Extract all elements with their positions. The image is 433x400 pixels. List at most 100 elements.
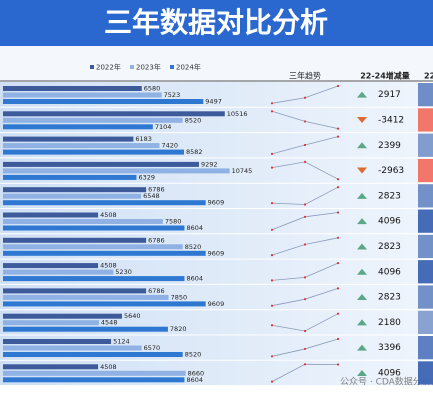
trend-dot — [336, 186, 340, 189]
trend-dot — [270, 324, 274, 327]
change-cell — [418, 108, 433, 132]
bar — [3, 276, 185, 282]
bar-value-label: 7850 — [171, 293, 188, 301]
bar — [3, 370, 186, 376]
change-value: 4096 — [378, 217, 401, 227]
trend-dot — [336, 287, 340, 290]
trend-dot — [336, 262, 340, 265]
up-arrow — [357, 91, 367, 98]
change-value: -3412 — [378, 115, 404, 125]
bar-value-label: 8582 — [186, 148, 203, 156]
trend-dot — [336, 135, 340, 138]
bar-value-label: 8520 — [185, 243, 202, 251]
bar-value-label: 9609 — [208, 300, 225, 308]
trend-dot — [270, 166, 274, 169]
bar-value-label: 10745 — [232, 167, 253, 175]
bar-value-label: 9497 — [205, 98, 222, 106]
title-banner — [0, 0, 433, 46]
bar-value-label: 9609 — [208, 199, 225, 207]
change-value: -2963 — [378, 166, 404, 176]
bar-value-label: 7523 — [164, 91, 181, 99]
legend-label: 2024年 — [176, 63, 201, 72]
trend-dot — [270, 202, 274, 205]
bar — [3, 219, 163, 224]
bar — [3, 269, 114, 275]
bar — [3, 326, 168, 332]
bar-value-label: 8660 — [188, 369, 205, 377]
bar — [3, 313, 122, 319]
trend-dot — [270, 152, 274, 155]
bar-value-label: 6570 — [144, 344, 161, 352]
chart-title: 三年数据对比分析 — [104, 6, 328, 39]
bar — [3, 111, 225, 117]
up-arrow — [357, 142, 367, 149]
bar-value-label: 8604 — [186, 224, 203, 232]
bar — [3, 294, 169, 300]
trend-dot — [336, 84, 340, 88]
bar — [3, 124, 153, 130]
trend-dot — [336, 312, 340, 315]
up-arrow — [357, 268, 367, 275]
up-arrow — [357, 369, 367, 376]
bar — [3, 161, 199, 167]
trend-dot — [303, 298, 307, 301]
bar-value-label: 7104 — [155, 123, 172, 131]
bar-value-label: 4508 — [100, 211, 117, 219]
legend-swatch — [170, 65, 174, 69]
bar — [3, 339, 112, 344]
bar-value-label: 5124 — [113, 338, 130, 346]
trend-dot — [270, 304, 274, 307]
trend-dot — [336, 236, 340, 239]
up-arrow — [357, 294, 367, 301]
change-cell — [418, 209, 433, 233]
bar — [3, 149, 185, 155]
change-cell — [418, 336, 433, 360]
legend-swatch — [130, 65, 134, 69]
change-value: 2823 — [378, 191, 401, 201]
legend-label: 2023年 — [136, 63, 161, 72]
trend-header: 三年趋势 — [289, 71, 321, 81]
bar-value-label: 6786 — [148, 287, 165, 295]
change-value: 2917 — [378, 90, 401, 100]
bar-value-label: 8604 — [186, 275, 203, 283]
up-arrow — [357, 344, 367, 351]
bar — [3, 99, 204, 104]
bar-value-label: 4508 — [100, 363, 117, 371]
bar-value-label: 7420 — [161, 142, 178, 150]
bar — [3, 352, 183, 357]
bar-value-label: 6786 — [148, 186, 165, 194]
trend-dot — [270, 380, 274, 383]
bar — [3, 168, 230, 174]
legend-swatch — [90, 65, 94, 69]
bar — [3, 143, 160, 149]
bar-value-label: 6183 — [135, 135, 152, 143]
bar — [3, 225, 185, 231]
bar-value-label: 10516 — [227, 110, 248, 118]
bar-value-label: 8520 — [185, 116, 202, 124]
trend-dot — [303, 96, 307, 99]
bar — [3, 174, 137, 180]
trend-dot — [336, 211, 340, 214]
bar — [3, 193, 142, 199]
change-cell — [418, 234, 433, 259]
change-cell — [418, 310, 433, 334]
trend-dot — [303, 203, 307, 206]
change-value: 2399 — [378, 141, 401, 151]
change-value: 4096 — [378, 267, 401, 277]
legend-label: 2022年 — [96, 63, 121, 72]
bar-value-label: 4508 — [100, 262, 117, 270]
bar-value-label: 4548 — [101, 319, 118, 327]
bar — [3, 320, 99, 326]
trend-dot — [303, 120, 307, 123]
bar-value-label: 8520 — [185, 351, 202, 359]
down-arrow — [357, 167, 367, 174]
trend-dot — [303, 329, 307, 333]
watermark: 公众号 · CDA数据分析师 — [340, 376, 433, 388]
bar-value-label: 6786 — [148, 236, 165, 244]
trend-dot — [303, 243, 307, 246]
trend-dot — [270, 355, 274, 358]
trend-dot — [336, 178, 340, 181]
trend-dot — [303, 143, 307, 147]
change-cell — [418, 83, 433, 107]
